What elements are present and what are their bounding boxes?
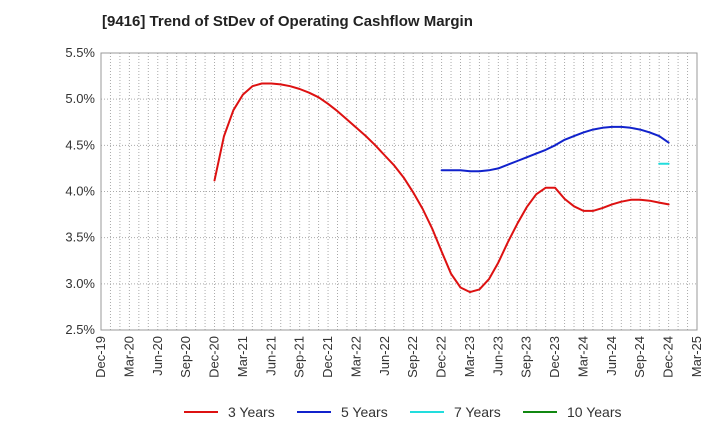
legend-label-7-years: 7 Years	[454, 404, 501, 420]
legend-swatch-10-years	[523, 411, 557, 413]
x-tick-label: Sep-23	[519, 336, 534, 378]
x-tick-label: Mar-23	[462, 336, 477, 377]
legend: 3 Years 5 Years 7 Years 10 Years	[0, 404, 720, 426]
y-tick-label: 3.5%	[65, 230, 95, 245]
y-tick-label: 4.5%	[65, 137, 95, 152]
legend-label-10-years: 10 Years	[567, 404, 622, 420]
x-tick-label: Sep-20	[178, 336, 193, 378]
legend-swatch-7-years	[410, 411, 444, 413]
x-tick-label: Dec-22	[434, 336, 449, 378]
y-tick-label: 2.5%	[65, 322, 95, 337]
x-tick-label: Dec-23	[547, 336, 562, 378]
x-tick-label: Sep-22	[405, 336, 420, 378]
series-lines	[213, 82, 670, 294]
x-tick-label: Jun-20	[150, 336, 165, 376]
tick-labels: 2.5% 3.0% 3.5% 4.0% 4.5% 5.0% 5.5% Dec-19 Mar-20…	[65, 45, 704, 378]
x-tick-label: Dec-24	[661, 336, 676, 378]
x-tick-label: Mar-22	[348, 336, 363, 377]
x-tick-label: Jun-24	[604, 336, 619, 376]
y-tick-label: 5.5%	[65, 45, 95, 60]
y-tick-label: 3.0%	[65, 276, 95, 291]
legend-item-7-years: 7 Years	[410, 404, 501, 420]
x-tick-label: Dec-20	[207, 336, 222, 378]
x-tick-label: Mar-20	[121, 336, 136, 377]
legend-item-3-years: 3 Years	[184, 404, 275, 420]
series-line-5-years	[440, 125, 670, 173]
x-tick-label: Jun-21	[263, 336, 278, 376]
x-tick-label: Mar-24	[575, 336, 590, 377]
x-tick-label: Dec-19	[93, 336, 108, 378]
y-tick-label: 4.0%	[65, 184, 95, 199]
plot-border	[100, 52, 698, 331]
axes	[100, 52, 698, 331]
x-tick-label: Mar-25	[689, 336, 704, 377]
legend-label-3-years: 3 Years	[228, 404, 275, 420]
legend-item-5-years: 5 Years	[297, 404, 388, 420]
x-tick-label: Dec-21	[320, 336, 335, 378]
grid-lines	[101, 53, 697, 330]
x-tick-label: Jun-23	[490, 336, 505, 376]
x-tick-label: Sep-24	[632, 336, 647, 378]
x-tick-label: Jun-22	[377, 336, 392, 376]
series-line-3-years	[213, 82, 670, 294]
x-tick-label: Sep-21	[292, 336, 307, 378]
legend-swatch-3-years	[184, 411, 218, 413]
legend-label-5-years: 5 Years	[341, 404, 388, 420]
y-tick-label: 5.0%	[65, 91, 95, 106]
chart-title: [9416] Trend of StDev of Operating Cashf…	[102, 13, 473, 30]
legend-item-10-years: 10 Years	[523, 404, 622, 420]
x-tick-label: Mar-21	[235, 336, 250, 377]
legend-swatch-5-years	[297, 411, 331, 413]
